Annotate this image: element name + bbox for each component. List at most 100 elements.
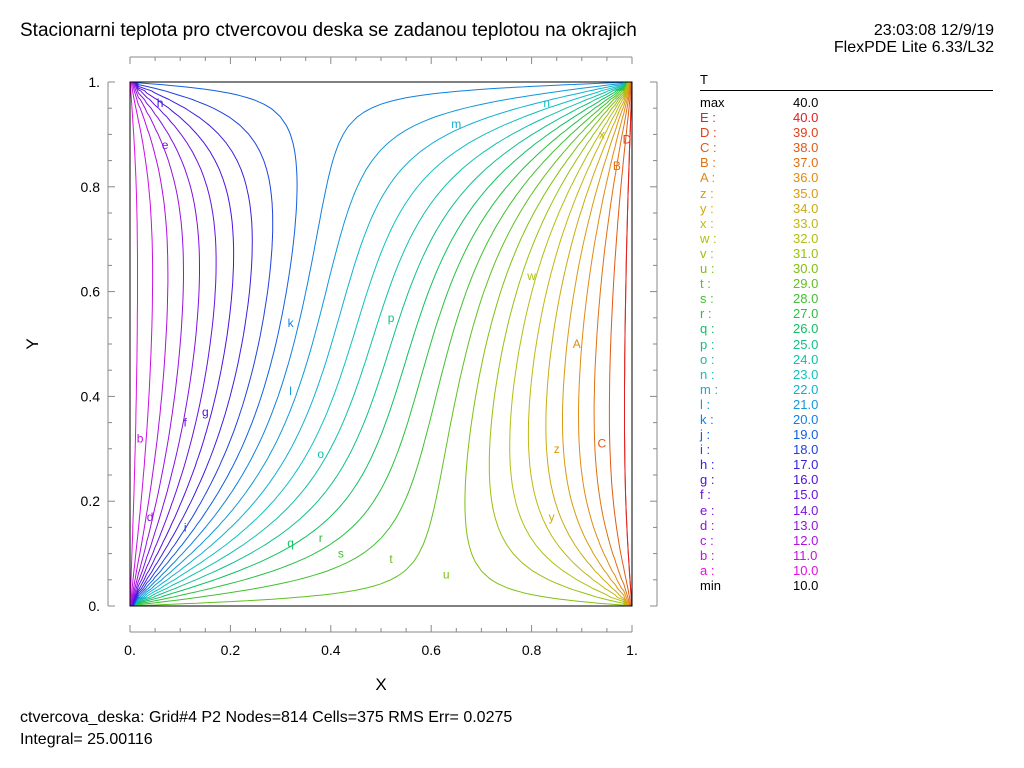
legend-level-value: 18.0 (793, 442, 819, 458)
legend-level-value: 29.0 (793, 276, 819, 292)
contour-label: k (288, 316, 295, 330)
contour-label: m (451, 117, 461, 131)
legend-level: g : 16.0 (700, 472, 993, 487)
contour-label: r (319, 531, 323, 545)
legend-level-label: p : (700, 336, 715, 352)
contour-line (131, 81, 200, 607)
chart-title: Stacionarni teplota pro ctvercovou deska… (20, 20, 637, 41)
legend-level-label: b : (700, 547, 715, 563)
legend-level-label: c : (700, 532, 714, 548)
legend-level: B : 37.0 (700, 155, 993, 170)
contour-label: s (338, 547, 344, 561)
contour-line (527, 81, 630, 607)
software-version: FlexPDE Lite 6.33/L32 (833, 39, 994, 56)
contour-label: C (598, 437, 607, 451)
legend-max: max 40.0 (700, 95, 993, 110)
x-axis-label: X (375, 675, 386, 694)
legend-level-value: 26.0 (793, 321, 819, 337)
x-tick-label: 0. (124, 642, 136, 658)
contour-line (132, 81, 235, 607)
contour-label: d (147, 510, 154, 524)
legend-level-value: 24.0 (793, 351, 819, 367)
contour-line (134, 81, 625, 607)
contour-line (624, 81, 633, 607)
contour-line (137, 81, 629, 607)
legend-level-value: 33.0 (793, 215, 819, 231)
legend-level-label: q : (700, 321, 715, 337)
legend-level-label: g : (700, 472, 715, 488)
legend-level-label: i : (700, 442, 711, 458)
contour-line (136, 81, 628, 607)
contour-line (578, 81, 631, 607)
legend-level-value: 25.0 (793, 336, 819, 352)
y-tick-label: 0.6 (81, 284, 101, 300)
x-tick-label: 0.8 (522, 642, 542, 658)
contour-label: u (443, 568, 450, 582)
contour-line (608, 81, 632, 607)
legend-level-label: r : (700, 306, 712, 322)
legend-level-label: s : (700, 291, 714, 307)
legend-level-label: C : (700, 140, 717, 156)
legend-level-value: 27.0 (793, 306, 819, 322)
contour-line (134, 81, 626, 607)
y-axis-label: Y (23, 338, 42, 349)
contour-line (624, 81, 633, 607)
contour-label: f (184, 416, 188, 430)
legend: T max 40.0 E :40.0 D :39.0 C :38.0 B :37.0 A… (700, 72, 993, 593)
legend-level-label: d : (700, 517, 715, 533)
legend-level-value: 32.0 (793, 230, 819, 246)
legend-level: t : 29.0 (700, 276, 993, 291)
legend-level: i : 18.0 (700, 442, 993, 457)
contour-label: D (623, 133, 632, 147)
legend-level: A : 36.0 (700, 170, 993, 185)
legend-level-label: o : (700, 351, 715, 367)
legend-level-label: t : (700, 276, 711, 292)
legend-level: y : 34.0 (700, 201, 993, 216)
legend-level: m : 22.0 (700, 382, 993, 397)
legend-level-value: 37.0 (793, 155, 819, 171)
x-tick-label: 0.2 (221, 642, 241, 658)
legend-variable: T (700, 72, 993, 91)
y-tick-label: 1. (88, 74, 100, 90)
run-stamp: 23:03:08 12/9/19 FlexPDE Lite 6.33/L32 (834, 22, 994, 56)
legend-level-value: 12.0 (793, 532, 819, 548)
legend-level-value: 31.0 (793, 245, 819, 261)
contour-label: x (599, 127, 605, 141)
contour-label: h (157, 96, 164, 110)
legend-min: min 10.0 (700, 578, 993, 593)
legend-level: q : 26.0 (700, 321, 993, 336)
contour-label: n (543, 96, 550, 110)
contour-line (132, 81, 253, 607)
legend-level: v : 31.0 (700, 246, 993, 261)
legend-level-label: B : (700, 155, 716, 171)
legend-level: C : 38.0 (700, 140, 993, 155)
legend-level-value: 39.0 (793, 125, 819, 141)
legend-level: s : 28.0 (700, 291, 993, 306)
legend-level: l : 21.0 (700, 397, 993, 412)
legend-level: E : 40.0 (700, 110, 993, 125)
legend-level-value: 40.0 (793, 110, 819, 126)
y-tick-label: 0.4 (81, 388, 101, 404)
legend-level-label: j : (700, 427, 711, 443)
contour-line (131, 81, 217, 607)
plot-frame (129, 81, 633, 607)
legend-level: w : 32.0 (700, 231, 993, 246)
contour-line (488, 81, 629, 607)
legend-level: n : 23.0 (700, 367, 993, 382)
legend-level-label: m : (700, 381, 719, 397)
legend-level-value: 34.0 (793, 200, 819, 216)
legend-max-label: max (700, 95, 725, 110)
contour-label: o (317, 447, 324, 461)
grid-info: ctvercova_deska: Grid#4 P2 Nodes=814 Cel… (20, 709, 513, 726)
contour-label: t (389, 552, 393, 566)
legend-level-value: 16.0 (793, 472, 819, 488)
legend-level-label: v : (700, 245, 714, 261)
contour-annotations: h e b d fg i k l m n o p q r s t u w x y z A B C D (137, 96, 632, 582)
legend-level: b : 11.0 (700, 548, 993, 563)
legend-level-label: l : (700, 396, 711, 412)
integral-info: Integral= 25.00116 (20, 731, 153, 748)
legend-level: u : 30.0 (700, 261, 993, 276)
contour-line (562, 81, 631, 607)
legend-level-label: e : (700, 502, 715, 518)
timestamp: 23:03:08 12/9/19 (873, 22, 994, 39)
